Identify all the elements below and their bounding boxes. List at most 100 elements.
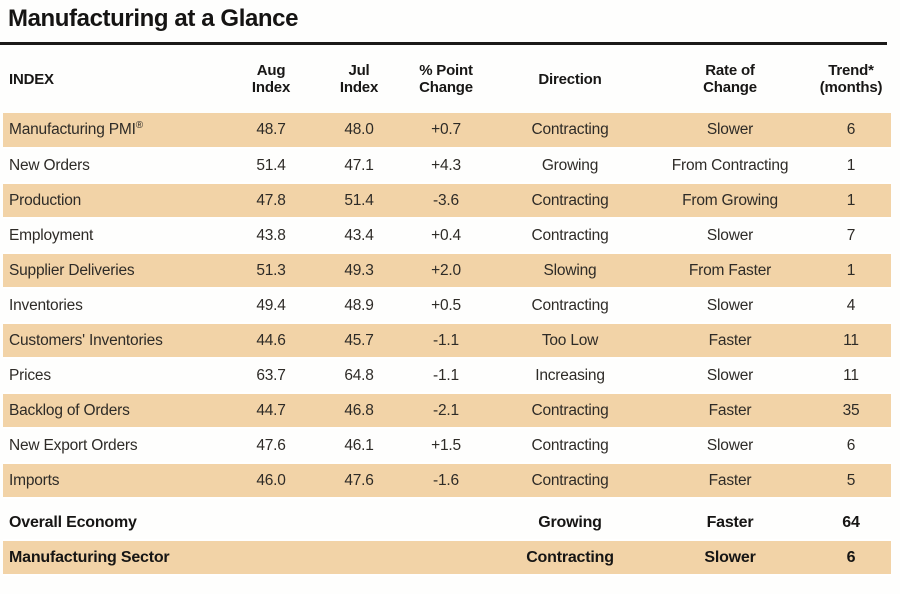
cell-index: Overall Economy: [3, 507, 225, 541]
cell-rate-of-change: Slower: [649, 288, 811, 324]
cell-point-change: +4.3: [401, 148, 491, 184]
row-inventories: Inventories 49.4 48.9 +0.5 Contracting S…: [3, 288, 891, 324]
summary-gap: [3, 498, 891, 507]
cell-aug-index: 44.7: [225, 393, 317, 429]
cell-direction: Contracting: [491, 288, 649, 324]
cell-jul-index: 43.4: [317, 218, 401, 254]
cell-point-change: +1.5: [401, 428, 491, 464]
cell-direction: Contracting: [491, 183, 649, 219]
cell-index: Inventories: [3, 288, 225, 324]
col-header-trend-months: Trend* (months): [819, 62, 883, 96]
cell-aug-index: 44.6: [225, 323, 317, 359]
cell-jul-index: 47.1: [317, 148, 401, 184]
table-header-row: INDEX Aug Index Jul Index % Point Change…: [3, 45, 891, 113]
col-header-point-change: % Point Change: [419, 62, 473, 96]
cell-aug-index: 43.8: [225, 218, 317, 254]
cell-point-change: -1.6: [401, 463, 491, 499]
cell-trend: 35: [811, 393, 891, 429]
cell-index: Imports: [3, 463, 225, 499]
manufacturing-at-a-glance-table: INDEX Aug Index Jul Index % Point Change…: [3, 45, 891, 576]
cell-jul-index: 64.8: [317, 358, 401, 394]
cell-direction: Contracting: [491, 540, 649, 576]
cell-rate-of-change: Slower: [649, 540, 811, 576]
title-rule: [0, 42, 887, 45]
cell-trend: 7: [811, 218, 891, 254]
cell-aug-index: 51.4: [225, 148, 317, 184]
summary-gap-fill: [3, 498, 891, 507]
col-header-index: INDEX: [9, 70, 54, 88]
cell-jul-index: [317, 540, 401, 576]
row-manufacturing-pmi: Manufacturing PMI® 48.7 48.0 +0.7 Contra…: [3, 113, 891, 149]
cell-rate-of-change: Slower: [649, 113, 811, 149]
cell-rate-of-change: Faster: [649, 507, 811, 541]
cell-point-change: -1.1: [401, 323, 491, 359]
cell-aug-index: 47.8: [225, 183, 317, 219]
cell-point-change: [401, 540, 491, 576]
col-header-aug-index: Aug Index: [251, 62, 291, 96]
cell-aug-index: 63.7: [225, 358, 317, 394]
cell-jul-index: 47.6: [317, 463, 401, 499]
cell-aug-index: [225, 507, 317, 541]
row-manufacturing-sector: Manufacturing Sector Contracting Slower …: [3, 540, 891, 576]
cell-rate-of-change: From Contracting: [649, 148, 811, 184]
registered-trademark-symbol: ®: [135, 119, 143, 131]
cell-jul-index: 46.8: [317, 393, 401, 429]
cell-point-change: [401, 507, 491, 541]
cell-trend: 6: [811, 540, 891, 576]
cell-index: New Orders: [3, 148, 225, 184]
cell-index: Supplier Deliveries: [3, 253, 225, 289]
cell-direction: Growing: [491, 148, 649, 184]
cell-aug-index: 47.6: [225, 428, 317, 464]
cell-rate-of-change: From Growing: [649, 183, 811, 219]
col-header-jul-index: Jul Index: [339, 62, 379, 96]
cell-direction: Contracting: [491, 218, 649, 254]
row-overall-economy: Overall Economy Growing Faster 64: [3, 507, 891, 541]
cell-rate-of-change: Slower: [649, 428, 811, 464]
cell-point-change: +0.4: [401, 218, 491, 254]
cell-index: Backlog of Orders: [3, 393, 225, 429]
cell-direction: Increasing: [491, 358, 649, 394]
cell-jul-index: [317, 507, 401, 541]
cell-jul-index: 51.4: [317, 183, 401, 219]
cell-index: Prices: [3, 358, 225, 394]
cell-index: Manufacturing PMI®: [3, 113, 225, 149]
cell-index: Manufacturing Sector: [3, 540, 225, 576]
row-prices: Prices 63.7 64.8 -1.1 Increasing Slower …: [3, 358, 891, 394]
cell-trend: 6: [811, 428, 891, 464]
cell-jul-index: 48.9: [317, 288, 401, 324]
page-title: Manufacturing at a Glance: [8, 5, 299, 32]
cell-aug-index: 51.3: [225, 253, 317, 289]
cell-point-change: +0.7: [401, 113, 491, 149]
cell-point-change: -1.1: [401, 358, 491, 394]
cell-direction: Contracting: [491, 113, 649, 149]
cell-point-change: +2.0: [401, 253, 491, 289]
cell-direction: Slowing: [491, 253, 649, 289]
cell-rate-of-change: Faster: [649, 323, 811, 359]
col-header-direction: Direction: [538, 70, 602, 88]
row-supplier-deliveries: Supplier Deliveries 51.3 49.3 +2.0 Slowi…: [3, 253, 891, 289]
cell-index: New Export Orders: [3, 428, 225, 464]
cell-rate-of-change: Faster: [649, 393, 811, 429]
row-customers-inventories: Customers' Inventories 44.6 45.7 -1.1 To…: [3, 323, 891, 359]
cell-direction: Too Low: [491, 323, 649, 359]
cell-jul-index: 46.1: [317, 428, 401, 464]
row-backlog-of-orders: Backlog of Orders 44.7 46.8 -2.1 Contrac…: [3, 393, 891, 429]
cell-trend: 1: [811, 183, 891, 219]
cell-direction: Contracting: [491, 463, 649, 499]
cell-rate-of-change: Slower: [649, 358, 811, 394]
cell-rate-of-change: Slower: [649, 218, 811, 254]
row-production: Production 47.8 51.4 -3.6 Contracting Fr…: [3, 183, 891, 219]
cell-aug-index: 48.7: [225, 113, 317, 149]
cell-jul-index: 48.0: [317, 113, 401, 149]
cell-trend: 4: [811, 288, 891, 324]
cell-point-change: +0.5: [401, 288, 491, 324]
cell-point-change: -2.1: [401, 393, 491, 429]
row-employment: Employment 43.8 43.4 +0.4 Contracting Sl…: [3, 218, 891, 254]
cell-jul-index: 49.3: [317, 253, 401, 289]
cell-index: Production: [3, 183, 225, 219]
cell-index: Customers' Inventories: [3, 323, 225, 359]
cell-jul-index: 45.7: [317, 323, 401, 359]
cell-direction: Growing: [491, 507, 649, 541]
cell-index: Employment: [3, 218, 225, 254]
